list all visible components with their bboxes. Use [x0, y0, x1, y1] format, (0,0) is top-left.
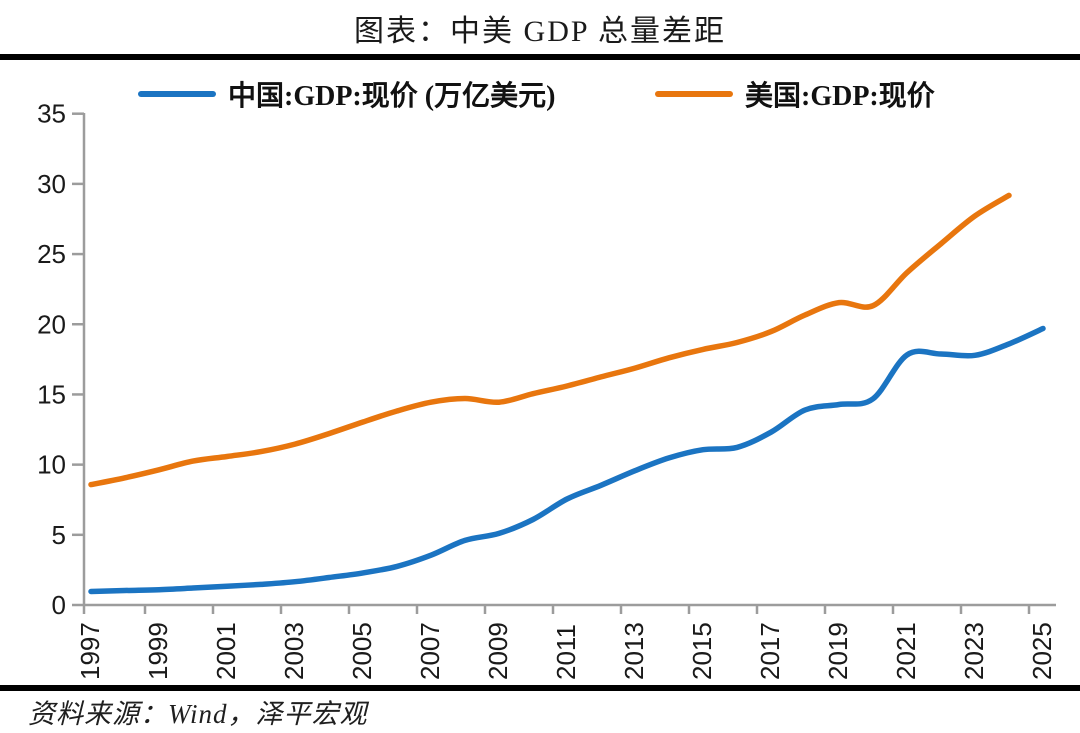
- top-divider: [0, 54, 1080, 60]
- x-tick-label: 2007: [415, 622, 445, 680]
- bottom-divider: [0, 685, 1080, 691]
- legend-item-china: 中国:GDP:现价 (万亿美元): [138, 74, 555, 114]
- legend-label-us: 美国:GDP:现价: [745, 81, 935, 112]
- series-line-us: [88, 192, 1012, 488]
- y-tick-label: 25: [37, 239, 66, 269]
- y-tick-label: 5: [52, 520, 66, 550]
- x-tick-label: 2015: [687, 622, 717, 680]
- x-tick-label: 2019: [823, 622, 853, 680]
- x-tick-label: 2017: [755, 622, 785, 680]
- legend-item-us: 美国:GDP:现价: [655, 74, 935, 114]
- y-tick-label: 15: [37, 379, 66, 409]
- series-line-china: [88, 325, 1046, 595]
- legend-label-china: 中国:GDP:现价 (万亿美元): [228, 81, 556, 112]
- y-tick-label: 0: [52, 590, 66, 620]
- y-tick-label: 20: [37, 309, 66, 339]
- x-tick-label: 1999: [143, 622, 173, 680]
- page-title: 图表：中美 GDP 总量差距: [354, 15, 726, 48]
- legend-line-us-icon: [655, 91, 733, 97]
- x-tick-label: 2023: [959, 622, 989, 680]
- source-note: 资料来源：Wind，泽平宏观: [28, 699, 368, 729]
- x-tick-label: 2009: [483, 622, 513, 680]
- x-tick-label: 2011: [551, 624, 581, 680]
- x-tick-label: 1997: [75, 622, 105, 680]
- x-tick-label: 2013: [619, 622, 649, 680]
- x-tick-label: 2025: [1027, 622, 1057, 680]
- x-tick-label: 2021: [891, 622, 921, 680]
- y-tick-label: 35: [37, 99, 66, 129]
- y-tick-label: 30: [37, 169, 66, 199]
- legend-line-china-icon: [138, 91, 216, 97]
- x-tick-label: 2005: [347, 622, 377, 680]
- x-tick-label: 2003: [279, 622, 309, 680]
- y-tick-label: 10: [37, 450, 66, 480]
- x-tick-label: 2001: [211, 622, 241, 680]
